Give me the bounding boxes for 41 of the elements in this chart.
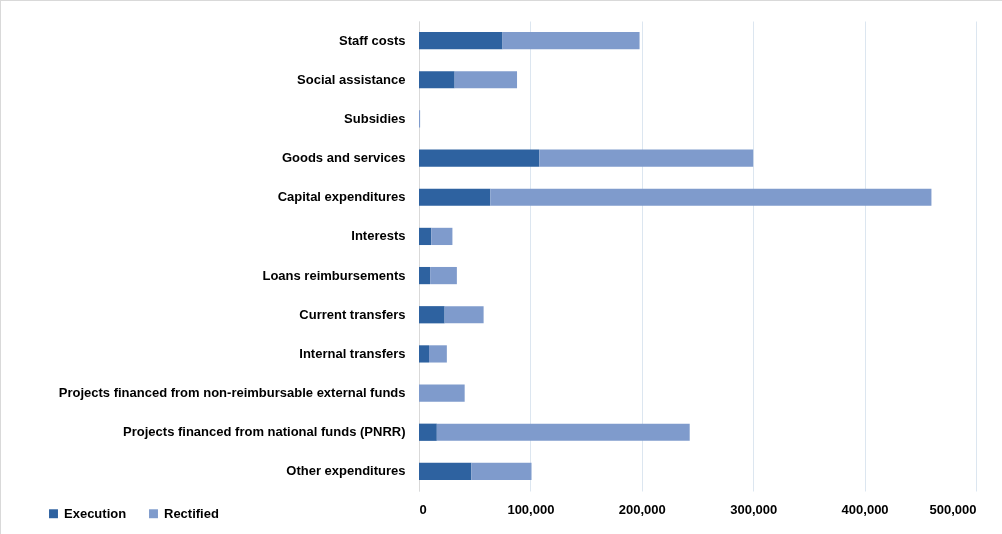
bar — [471, 462, 532, 481]
x-tick-label: 300,000 — [730, 501, 778, 517]
bar — [502, 31, 640, 50]
bar — [490, 188, 932, 206]
legend-label: Rectified — [164, 505, 219, 521]
x-tick-label: 200,000 — [618, 501, 666, 517]
bar — [454, 71, 518, 89]
bar — [419, 423, 437, 441]
y-tick-label: Projects financed from non-reimbursable external funds — [58, 385, 406, 401]
x-tick-label: 100,000 — [507, 501, 555, 517]
bar — [419, 462, 472, 481]
bar — [539, 149, 754, 167]
x-tick-label: 500,000 — [929, 501, 977, 517]
bar — [436, 423, 690, 441]
x-tick-label: 400,000 — [841, 501, 889, 517]
y-tick-label: Loans reimbursements — [262, 267, 406, 283]
y-tick-label: Subsidies — [344, 110, 406, 126]
bar — [419, 71, 455, 89]
y-tick-label: Projects financed from national funds (PNRR) — [123, 424, 406, 440]
x-tick-label: 0 — [419, 501, 427, 517]
bar — [429, 345, 447, 363]
bar — [419, 266, 431, 285]
y-tick-label: Social assistance — [297, 71, 406, 87]
y-tick-label: Goods and services — [281, 150, 406, 166]
y-tick-label: Staff costs — [339, 32, 406, 48]
bar — [419, 149, 540, 167]
bar — [430, 266, 457, 285]
y-tick-label: Other expenditures — [286, 463, 406, 479]
bar — [431, 227, 453, 246]
bar — [444, 306, 484, 324]
y-tick-label: Interests — [351, 228, 406, 244]
y-tick-label: Capital expenditures — [277, 189, 406, 205]
legend-label: Execution — [64, 505, 127, 521]
y-tick-label: Internal transfers — [299, 345, 406, 361]
bar — [419, 345, 430, 363]
bar — [419, 384, 465, 402]
bar — [419, 306, 445, 324]
bar — [419, 31, 503, 50]
bar — [419, 227, 432, 246]
bar — [419, 188, 491, 206]
y-tick-label: Current transfers — [299, 306, 406, 322]
